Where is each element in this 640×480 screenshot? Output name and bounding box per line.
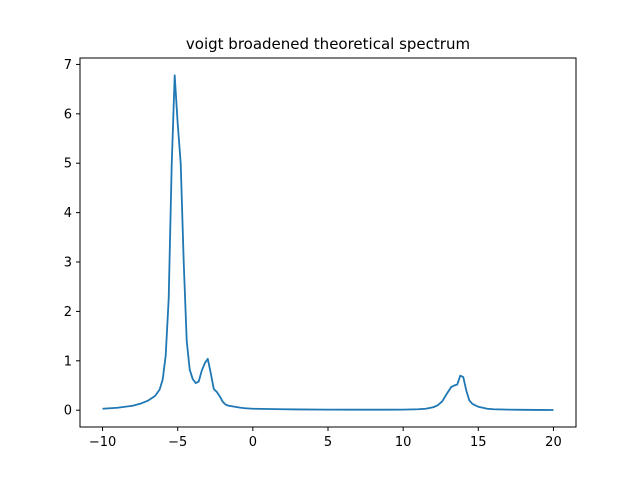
y-tick-label: 7 [64, 58, 72, 73]
y-tick-label: 6 [64, 107, 72, 122]
x-tick-label: 15 [470, 435, 487, 450]
y-tick-label: 0 [64, 404, 72, 419]
series-line-0 [102, 74, 554, 411]
x-tick-label: 20 [545, 435, 562, 450]
x-tick-label: −5 [168, 435, 187, 450]
x-tick-label: 10 [395, 435, 412, 450]
plot-series [102, 74, 554, 411]
y-tick-label: 1 [64, 354, 72, 369]
y-tick-label: 5 [64, 157, 72, 172]
y-tick-label: 2 [64, 305, 72, 320]
y-axis-ticks: 0 1 2 3 4 5 6 7 [64, 58, 80, 419]
chart-title: voigt broadened theoretical spectrum [186, 35, 470, 53]
y-tick-label: 4 [64, 206, 72, 221]
y-tick-label: 3 [64, 256, 72, 271]
x-axis-ticks: −10 −5 0 5 10 15 20 [89, 427, 562, 450]
x-tick-label: −10 [89, 435, 116, 450]
x-tick-label: 0 [249, 435, 257, 450]
plot-area-frame [79, 57, 577, 428]
x-tick-label: 5 [324, 435, 332, 450]
